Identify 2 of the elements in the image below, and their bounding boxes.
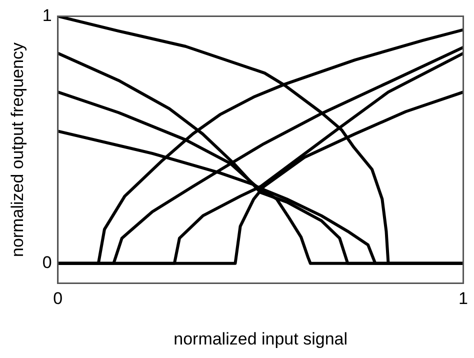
y-axis-title: normalized output frequency: [8, 42, 27, 257]
x-axis-title: normalized input signal: [174, 329, 348, 348]
